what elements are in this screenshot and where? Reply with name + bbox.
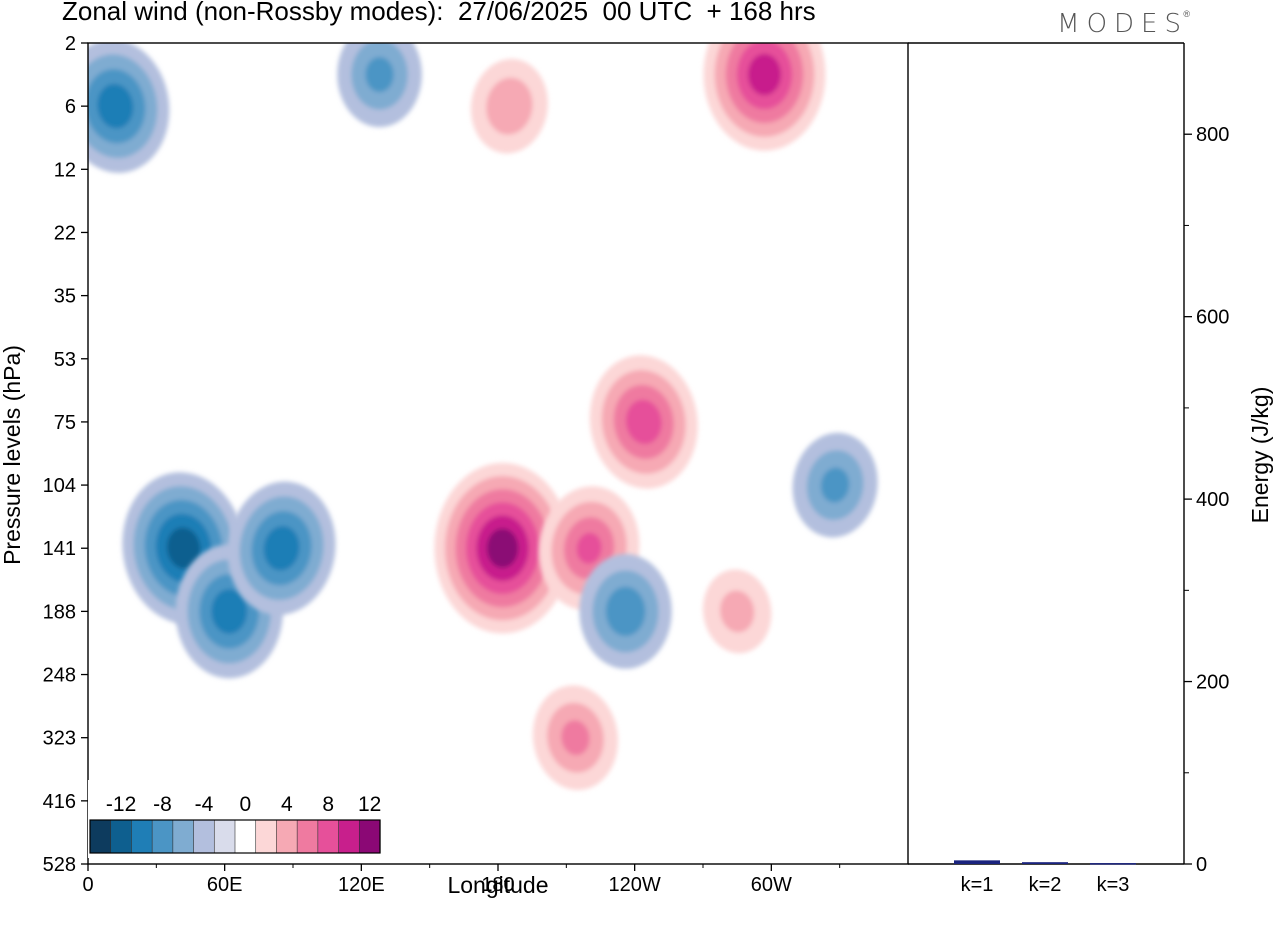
x-tick-label: 0 <box>82 874 93 896</box>
contour-band <box>820 467 850 503</box>
wind-anomaly-westerly <box>532 685 618 791</box>
wind-anomaly-westerly <box>470 58 548 154</box>
y-tick-label: 2 <box>65 33 76 55</box>
wind-anomaly-westerly <box>703 43 826 151</box>
energy-tick-label: 400 <box>1196 489 1229 511</box>
colorbar-legend: -12 -8 -4 0 4 8 12 <box>88 780 384 858</box>
colorbar-swatch <box>296 819 319 854</box>
contour-band <box>625 399 662 445</box>
y-tick-label: 416 <box>43 791 76 813</box>
colorbar-frame <box>89 819 381 854</box>
longitude-axis: 0 60E 120E 180 120W 60W <box>82 864 841 896</box>
wind-anomaly-easterly <box>579 553 672 669</box>
x-tick-label: 180 <box>481 874 514 896</box>
wind-anomaly-westerly <box>702 569 772 654</box>
colorbar-label: 0 <box>240 793 252 816</box>
energy-tick-label: 600 <box>1196 307 1229 329</box>
energy-axis-label: Energy (J/kg) <box>1247 387 1273 524</box>
wind-anomaly-easterly <box>792 432 878 538</box>
colorbar-label: -8 <box>153 793 172 816</box>
energy-bar <box>1022 862 1068 864</box>
x-tick-label: 120E <box>338 874 385 896</box>
y-tick-label: 53 <box>54 349 76 371</box>
colorbar-swatch <box>317 819 340 854</box>
brand-logo: MODES <box>1057 9 1188 39</box>
wind-anomaly-westerly <box>434 462 571 634</box>
energy-bar <box>1090 863 1136 865</box>
contour-band <box>486 528 519 568</box>
energy-tick-label: 200 <box>1196 672 1229 694</box>
contour-band <box>263 525 300 571</box>
brand-registered-mark: ® <box>1183 9 1190 19</box>
contour-band <box>576 532 602 564</box>
colorbar-label: 12 <box>358 793 381 816</box>
contour-band <box>747 53 782 96</box>
colorbar-label: -12 <box>106 793 136 816</box>
wind-anomaly-easterly <box>227 481 336 615</box>
bar-category-label: k=3 <box>1097 874 1130 896</box>
contour-band <box>211 589 248 634</box>
y-tick-label: 6 <box>65 96 76 118</box>
bar-category-label: k=2 <box>1029 874 1062 896</box>
y-tick-label: 22 <box>54 222 76 244</box>
y-tick-label: 75 <box>54 412 76 434</box>
contour-band <box>605 586 646 636</box>
wind-anomaly-westerly <box>589 355 698 489</box>
x-tick-label: 60W <box>751 874 792 896</box>
contour-band <box>486 77 533 135</box>
energy-bar-chart: k=1 k=2 k=3 <box>954 860 1136 896</box>
y-axis-label: Pressure levels (hPa) <box>0 345 25 565</box>
colorbar-label: 8 <box>322 793 334 816</box>
heatmap-frame <box>87 42 909 865</box>
energy-bar <box>954 860 1000 864</box>
colorbar-swatch <box>338 819 360 854</box>
y-tick-label: 141 <box>43 538 76 560</box>
y-tick-label: 104 <box>43 475 76 497</box>
x-tick-label: 120W <box>609 874 661 896</box>
colorbar-swatch <box>234 819 257 854</box>
contour-band <box>720 590 755 633</box>
colorbar-swatch <box>151 819 174 854</box>
colorbar-swatch <box>358 819 381 854</box>
colorbar-swatch <box>110 819 133 854</box>
contour-band <box>97 83 134 129</box>
y-tick-label: 188 <box>43 601 76 623</box>
colorbar-swatch <box>131 819 153 854</box>
colorbar-label: 4 <box>281 793 293 816</box>
y-tick-label: 323 <box>43 728 76 750</box>
chart-title: Zonal wind (non-Rossby modes): 27/06/202… <box>62 0 816 26</box>
contour-band <box>166 527 201 569</box>
heatmap-field <box>88 43 878 791</box>
bar-category-label: k=1 <box>961 874 994 896</box>
energy-tick-label: 800 <box>1196 124 1229 146</box>
y-tick-label: 35 <box>54 286 76 308</box>
colorbar-swatch <box>255 819 278 854</box>
colorbar-swatch <box>193 819 215 854</box>
y-tick-label: 528 <box>43 854 76 876</box>
colorbar-swatch <box>89 819 112 854</box>
energy-axis: 0 200 400 600 800 <box>1184 124 1229 876</box>
y-tick-label: 12 <box>54 159 76 181</box>
colorbar-swatch <box>276 819 298 854</box>
energy-tick-label: 0 <box>1196 854 1207 876</box>
contour-band <box>365 57 394 93</box>
x-axis-label: Longitude <box>447 872 548 898</box>
contour-band <box>561 720 590 756</box>
y-tick-label: 248 <box>43 665 76 687</box>
colorbar-label: -4 <box>195 793 214 816</box>
colorbar-swatch <box>172 819 195 854</box>
x-tick-label: 60E <box>207 874 243 896</box>
pressure-axis: 2 6 12 22 35 53 75 104 141 188 248 323 416 528 <box>43 33 88 876</box>
colorbar-swatch <box>213 819 236 854</box>
wind-anomaly-easterly <box>337 43 422 128</box>
